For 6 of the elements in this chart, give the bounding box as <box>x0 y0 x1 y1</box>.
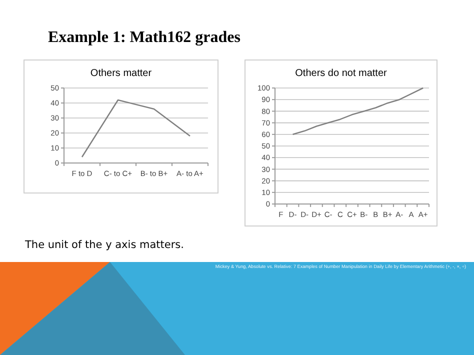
chart-title: Others do not matter <box>295 68 388 79</box>
text: The unit of the y axis matters. <box>24 239 184 251</box>
chart-title: Others matter <box>90 68 152 79</box>
line-series <box>81 99 191 158</box>
text: Example 1: Math162 grades <box>48 29 240 46</box>
line-series <box>292 87 424 136</box>
